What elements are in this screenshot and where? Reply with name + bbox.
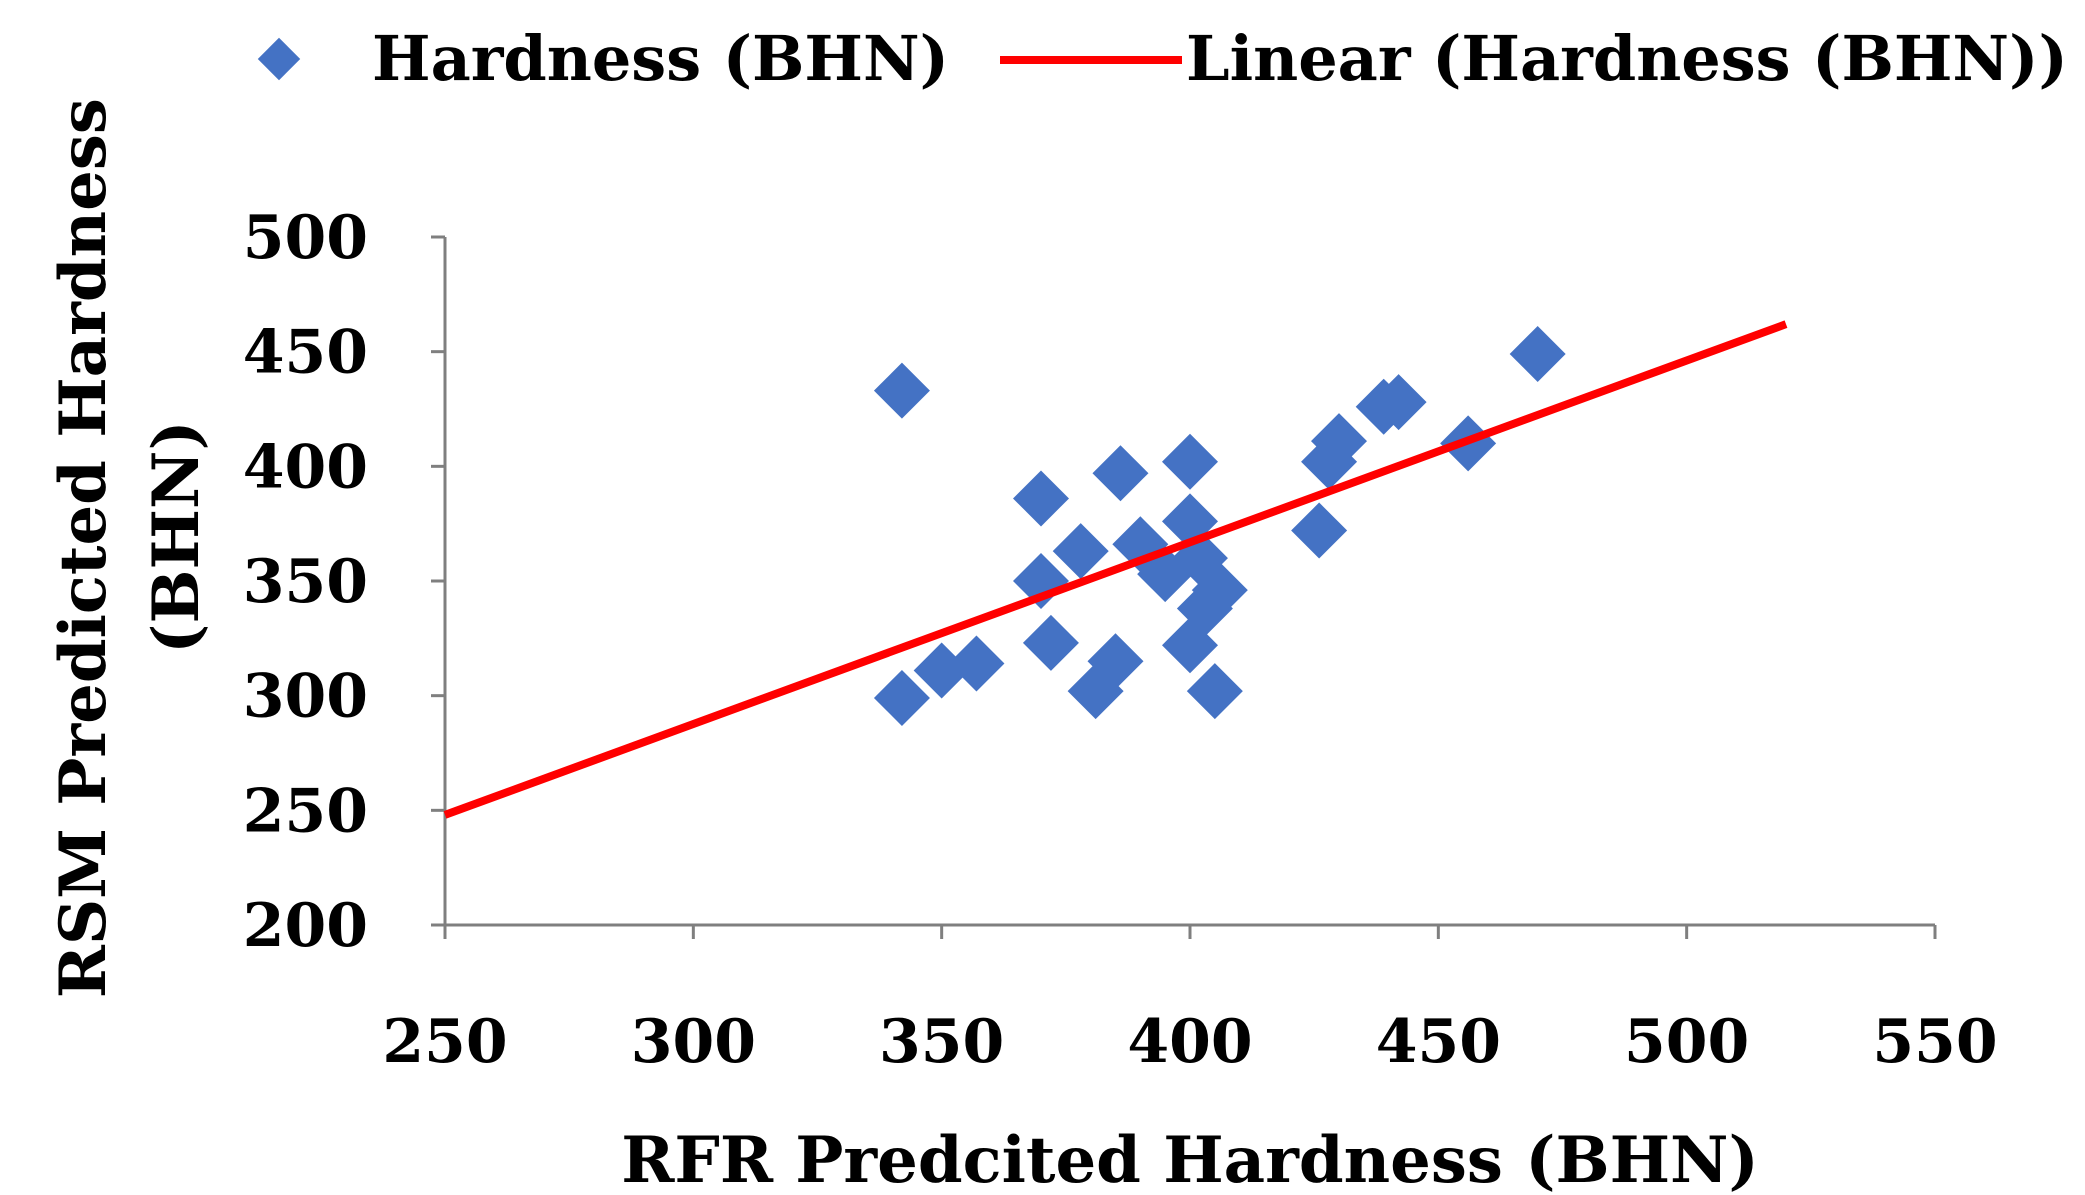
y-axis-title-line-2: (BHN): [139, 420, 214, 654]
trendline: [443, 320, 1788, 819]
y-tick-label: 200: [243, 891, 368, 961]
x-tick-label: 250: [382, 1007, 507, 1077]
data-point: [1092, 445, 1149, 502]
data-point: [1191, 562, 1248, 619]
trendline-group: [443, 320, 1788, 819]
x-axis-title: RFR Predcited Hardness (BHN): [621, 1123, 1759, 1195]
axes: [443, 237, 1935, 927]
data-point: [1052, 523, 1109, 580]
data-point: [1162, 433, 1218, 490]
x-tick-label: 450: [1376, 1007, 1501, 1077]
x-tick-label: 550: [1872, 1007, 1997, 1077]
legend-label-linear: Linear (Hardness (BHN)): [1186, 22, 2068, 95]
y-axis-ticks: 200 250 300 350 400 450 500: [243, 203, 445, 961]
data-point: [873, 669, 930, 726]
data-point: [1087, 633, 1144, 690]
legend-marker-hardness: [257, 37, 301, 81]
data-point: [948, 635, 1005, 692]
y-tick-label: 250: [243, 776, 368, 846]
data-point: [1291, 502, 1348, 559]
y-tick-label: 450: [243, 318, 368, 388]
x-tick-label: 350: [879, 1007, 1004, 1077]
x-tick-label: 300: [631, 1007, 756, 1077]
data-point: [1186, 663, 1243, 720]
y-axis-title: RSM Predicted Hardness (BHN): [46, 76, 214, 998]
data-point: [1013, 470, 1069, 527]
y-tick-label: 400: [243, 432, 368, 502]
x-axis-ticks: 250 300 350 400 450 500 550: [382, 925, 1998, 1077]
data-points: [873, 325, 1566, 726]
x-tick-label: 500: [1624, 1007, 1749, 1077]
data-point: [873, 362, 930, 419]
y-tick-label: 300: [243, 662, 368, 732]
data-point: [1370, 374, 1427, 431]
x-tick-label: 400: [1127, 1007, 1252, 1077]
data-point: [1311, 413, 1367, 470]
y-tick-label: 350: [243, 547, 368, 617]
legend-label-hardness: Hardness (BHN): [372, 22, 949, 95]
data-point: [1509, 325, 1566, 382]
legend: Hardness (BHN) Linear (Hardness (BHN)): [257, 22, 2068, 95]
y-tick-label: 500: [243, 203, 368, 273]
data-point: [1022, 614, 1079, 671]
y-axis-title-line-1: RSM Predicted Hardness: [46, 98, 121, 998]
